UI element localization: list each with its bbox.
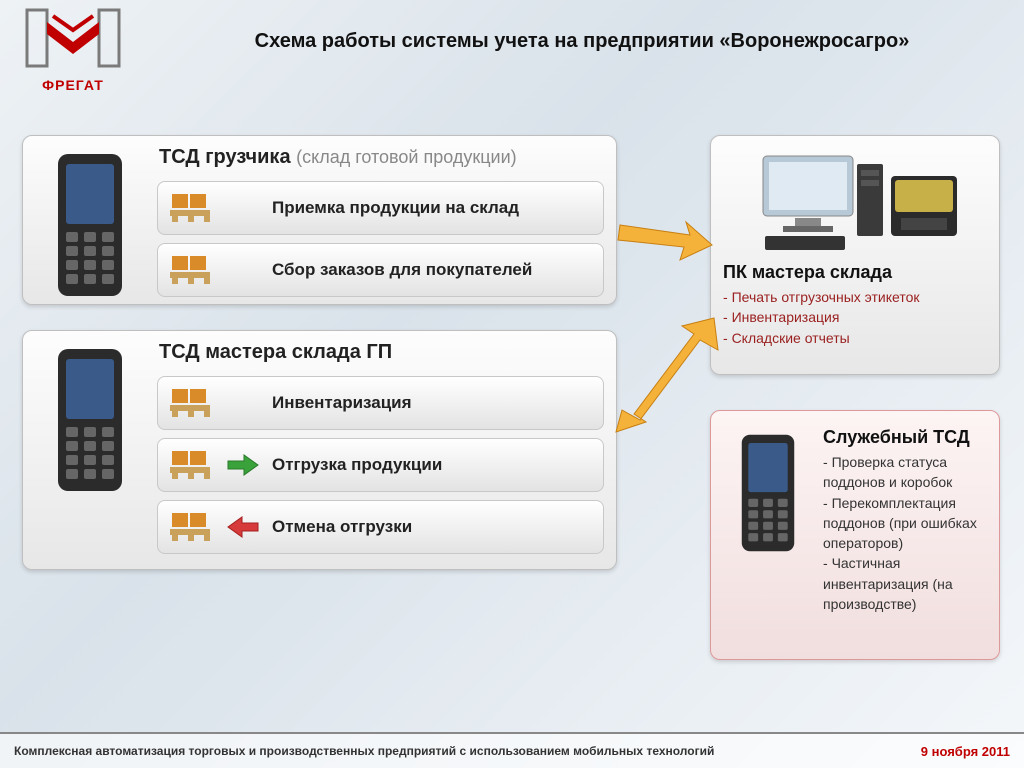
panel-service-list: Проверка статуса поддонов и коробок Пере… bbox=[823, 452, 987, 614]
pc-list-item: Печать отгрузочных этикеток bbox=[723, 287, 987, 307]
loader-item-1-label: Сбор заказов для покупателей bbox=[272, 260, 532, 280]
foreman-item-2: Отмена отгрузки bbox=[157, 500, 604, 554]
logo: ФРЕГАТ bbox=[18, 8, 128, 93]
service-list-item: Перекомплектация поддонов (при ошибках о… bbox=[823, 493, 987, 554]
footer-tagline: Комплексная автоматизация торговых и про… bbox=[14, 744, 714, 758]
boxes-on-pallet-icon bbox=[168, 385, 214, 421]
foreman-item-0-label: Инвентаризация bbox=[272, 393, 412, 413]
panel-pc-list: Печать отгрузочных этикеток Инвентаризац… bbox=[723, 287, 987, 348]
handheld-terminal-icon bbox=[40, 150, 140, 300]
logo-icon bbox=[25, 8, 121, 68]
foreman-item-1: Отгрузка продукции bbox=[157, 438, 604, 492]
pc-list-item: Складские отчеты bbox=[723, 328, 987, 348]
pc-list-item: Инвентаризация bbox=[723, 307, 987, 327]
arrow-right-green-icon bbox=[226, 453, 260, 477]
loader-item-1: Сбор заказов для покупателей bbox=[157, 243, 604, 297]
logo-brand-text: ФРЕГАТ bbox=[18, 77, 128, 93]
panel-service-title: Служебный ТСД bbox=[823, 427, 987, 448]
arrow-foreman-to-pc bbox=[616, 318, 718, 432]
panel-foreman: ТСД мастера склада ГП Инвентаризация bbox=[22, 330, 617, 570]
boxes-on-pallet-icon bbox=[168, 190, 214, 226]
panel-loader: ТСД грузчика (склад готовой продукции) П… bbox=[22, 135, 617, 305]
pc-image bbox=[723, 146, 987, 256]
panel-foreman-title-main: ТСД мастера склада ГП bbox=[159, 341, 392, 363]
footer-date: 9 ноября 2011 bbox=[921, 744, 1010, 759]
foreman-item-0: Инвентаризация bbox=[157, 376, 604, 430]
loader-item-0-label: Приемка продукции на склад bbox=[272, 198, 519, 218]
panel-loader-title: ТСД грузчика (склад готовой продукции) bbox=[159, 146, 604, 169]
service-list-item: Частичная инвентаризация (на производств… bbox=[823, 553, 987, 614]
foreman-item-1-label: Отгрузка продукции bbox=[272, 455, 442, 475]
panel-loader-title-main: ТСД грузчика bbox=[159, 146, 291, 168]
arrow-loader-to-pc bbox=[618, 222, 712, 260]
boxes-on-pallet-icon bbox=[168, 509, 214, 545]
panel-pc-title: ПК мастера склада bbox=[723, 262, 987, 283]
panel-foreman-title: ТСД мастера склада ГП bbox=[159, 341, 604, 364]
loader-item-0: Приемка продукции на склад bbox=[157, 181, 604, 235]
panel-loader-title-sub: (склад готовой продукции) bbox=[296, 147, 517, 167]
device-image-foreman bbox=[35, 341, 145, 557]
handheld-terminal-icon bbox=[40, 345, 140, 495]
service-list-item: Проверка статуса поддонов и коробок bbox=[823, 452, 987, 493]
device-image-loader bbox=[35, 146, 145, 292]
foreman-item-2-label: Отмена отгрузки bbox=[272, 517, 412, 537]
panel-pc: ПК мастера склада Печать отгрузочных эти… bbox=[710, 135, 1000, 375]
page-title: Схема работы системы учета на предприяти… bbox=[160, 30, 1004, 53]
footer: Комплексная автоматизация торговых и про… bbox=[0, 734, 1024, 768]
boxes-on-pallet-icon bbox=[168, 447, 214, 483]
handheld-terminal-icon bbox=[727, 425, 809, 561]
desktop-pc-printer-icon bbox=[745, 146, 965, 256]
panel-service: Служебный ТСД Проверка статуса поддонов … bbox=[710, 410, 1000, 660]
arrow-left-red-icon bbox=[226, 515, 260, 539]
boxes-on-pallet-icon bbox=[168, 252, 214, 288]
device-image-service bbox=[723, 421, 813, 647]
